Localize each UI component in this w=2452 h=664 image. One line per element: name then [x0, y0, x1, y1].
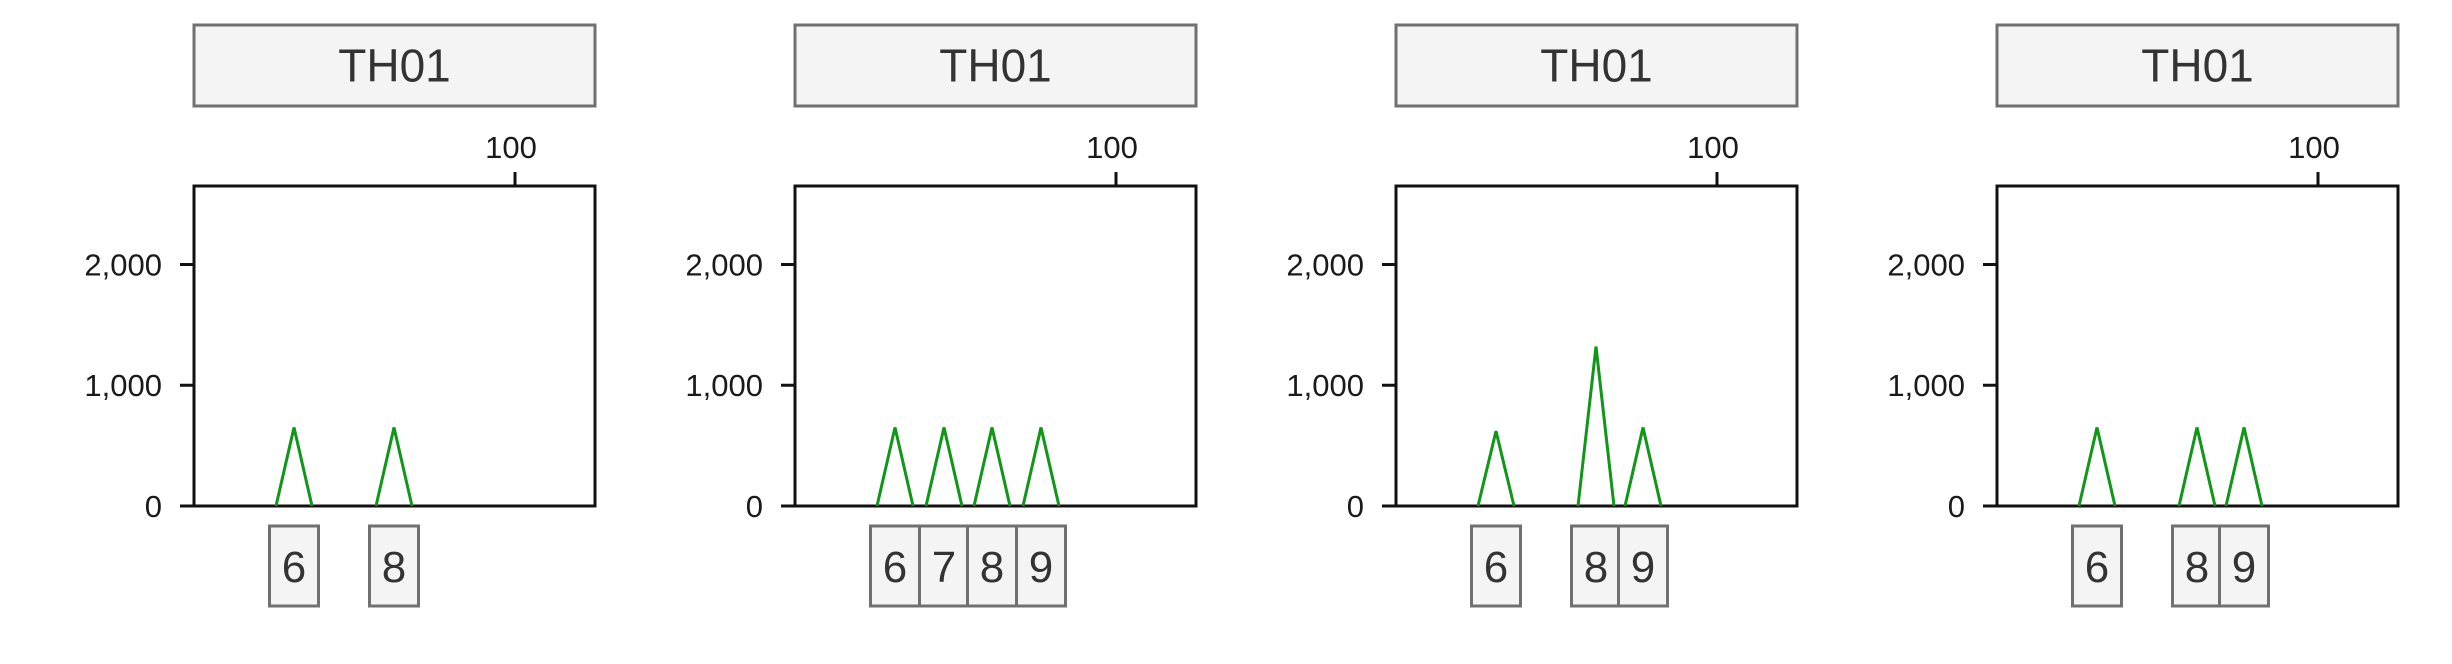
- y-tick-label: 1,000: [1887, 368, 1965, 403]
- x-tick-label: 100: [485, 130, 537, 165]
- allele-call-label: 8: [1584, 543, 1608, 592]
- allele-call-label: 7: [932, 543, 956, 592]
- allele-call-box: [268, 524, 320, 608]
- marker-title-box: [1995, 23, 2400, 108]
- marker-title: TH01: [2141, 40, 2253, 92]
- marker-title: TH01: [939, 40, 1051, 92]
- allele-call-label: 6: [2085, 543, 2109, 592]
- peak-allele-6: [274, 427, 314, 507]
- allele-call-label: 6: [883, 543, 907, 592]
- marker-title: TH01: [1540, 40, 1652, 92]
- y-tick-label: 2,000: [1887, 247, 1965, 282]
- peak-allele-6: [2077, 427, 2117, 507]
- y-tick-label: 2,000: [685, 247, 763, 282]
- y-tick-label: 0: [145, 489, 162, 524]
- peak-allele-6: [1476, 430, 1516, 507]
- allele-call-label: 8: [382, 543, 406, 592]
- x-tick-label: 100: [2288, 130, 2340, 165]
- y-tick-label: 1,000: [1286, 368, 1364, 403]
- peak-allele-9: [2224, 427, 2264, 507]
- plot-frame: [192, 184, 597, 508]
- peak-allele-8: [374, 427, 414, 507]
- y-tick-label: 1,000: [685, 368, 763, 403]
- peak-allele-6: [875, 427, 915, 507]
- y-tick-label: 0: [1347, 489, 1364, 524]
- peak-allele-8: [2177, 427, 2217, 507]
- marker-title-box: [192, 23, 597, 108]
- y-tick-label: 2,000: [84, 247, 162, 282]
- marker-title-box: [793, 23, 1198, 108]
- allele-call-label: 8: [980, 543, 1004, 592]
- allele-call-label: 6: [1484, 543, 1508, 592]
- plot-frame: [1995, 184, 2400, 508]
- allele-call-box: [1570, 524, 1622, 608]
- marker-panel-3: TH01 100 0 1,000 2,000 6 8 9: [1286, 23, 1799, 608]
- allele-call-label: 9: [1029, 543, 1053, 592]
- marker-title-box: [1394, 23, 1799, 108]
- allele-call-box: [1617, 524, 1669, 608]
- y-tick-label: 2,000: [1286, 247, 1364, 282]
- allele-call-box: [966, 524, 1018, 608]
- marker-panel-4: TH01 100 0 1,000 2,000 6 8 9: [1887, 23, 2400, 608]
- y-tick-label: 0: [1948, 489, 1965, 524]
- allele-call-box: [918, 524, 970, 608]
- peak-allele-9: [1623, 427, 1663, 507]
- allele-call-box: [2218, 524, 2270, 608]
- allele-call-box: [2071, 524, 2123, 608]
- allele-call-box: [2171, 524, 2223, 608]
- peak-allele-8: [1576, 346, 1616, 507]
- allele-call-label: 9: [1631, 543, 1655, 592]
- allele-call-label: 8: [2185, 543, 2209, 592]
- allele-call-label: 6: [282, 543, 306, 592]
- marker-panel-2: TH01 100 0 1,000 2,000 6 7 8 9: [685, 23, 1198, 608]
- marker-title: TH01: [338, 40, 450, 92]
- plot-frame: [793, 184, 1198, 508]
- allele-call-box: [1470, 524, 1522, 608]
- allele-call-box: [1015, 524, 1067, 608]
- plot-frame: [1394, 184, 1799, 508]
- y-tick-label: 0: [746, 489, 763, 524]
- allele-call-label: 9: [2232, 543, 2256, 592]
- allele-call-box: [368, 524, 420, 608]
- y-tick-label: 1,000: [84, 368, 162, 403]
- peak-allele-9: [1021, 427, 1061, 507]
- peak-allele-7: [924, 427, 964, 507]
- marker-panel-1: TH01 100 0 1,000 2,000 6 8: [84, 23, 597, 608]
- x-tick-label: 100: [1687, 130, 1739, 165]
- x-tick-label: 100: [1086, 130, 1138, 165]
- peak-allele-8: [972, 427, 1012, 507]
